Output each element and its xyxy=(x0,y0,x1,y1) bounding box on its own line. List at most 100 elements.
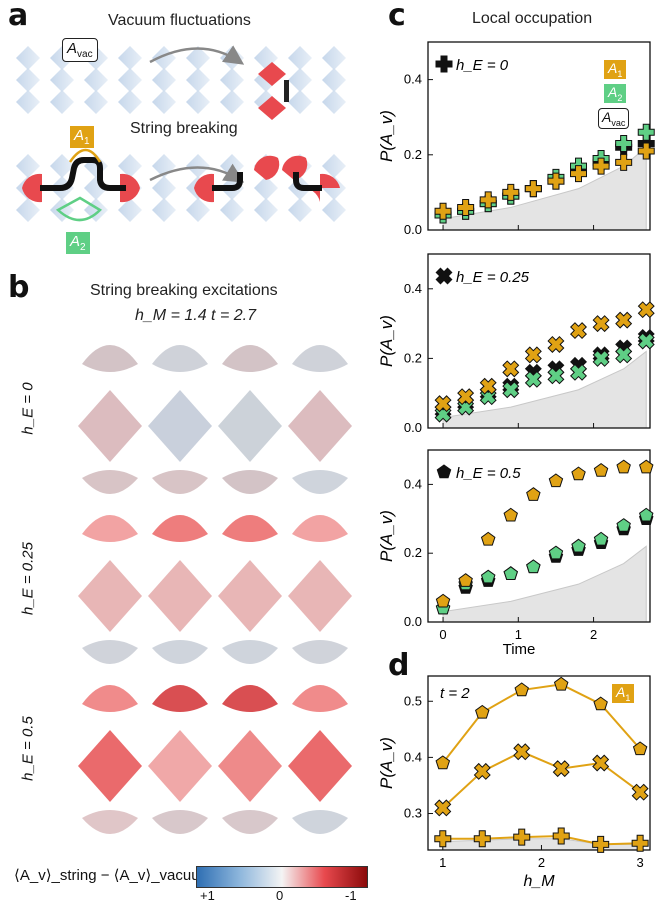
data-point-cross xyxy=(552,760,570,778)
data-point-cross xyxy=(631,783,649,801)
legend-a2: A2 xyxy=(604,84,627,103)
colorbar-tick-minus1: -1 xyxy=(345,888,357,903)
heatmap-tile xyxy=(288,390,352,462)
heatmap-tile xyxy=(152,640,208,664)
data-point-a1 xyxy=(616,459,631,474)
data-point-cross xyxy=(473,762,491,780)
lattice-tile xyxy=(322,68,346,92)
data-point-a2 xyxy=(526,559,541,574)
heatmap-tile xyxy=(82,470,138,494)
heatmap-tile xyxy=(222,345,278,372)
x-tick-label: 1 xyxy=(439,855,446,870)
series-line xyxy=(442,683,641,764)
data-point-a2 xyxy=(547,367,565,385)
data-point-a2 xyxy=(592,349,610,367)
x-axis-label: Time xyxy=(503,641,536,658)
panel-label-a: a xyxy=(8,0,29,33)
y-tick-label: 0.0 xyxy=(404,222,422,237)
data-point-plus xyxy=(552,827,570,845)
data-point-a1 xyxy=(479,191,497,209)
lattice-tile xyxy=(220,198,244,222)
data-point-a2 xyxy=(616,518,631,532)
data-point-a1 xyxy=(435,593,451,608)
data-point-cross xyxy=(592,754,610,772)
lattice-tile xyxy=(288,68,312,92)
data-point-a1 xyxy=(637,301,655,319)
string-endpoint-tile xyxy=(194,173,214,203)
heatmap-tile xyxy=(292,515,348,542)
heatmap-tile xyxy=(218,730,282,802)
heatmap-tile xyxy=(218,390,282,462)
data-point-pentagon xyxy=(475,704,490,719)
panel-annotation: t = 2 xyxy=(440,685,470,702)
y-tick-label: 0.4 xyxy=(404,476,422,491)
data-point-a1 xyxy=(571,466,586,481)
data-point-a1 xyxy=(503,507,518,522)
data-point-a2 xyxy=(548,545,564,560)
plaquette-a1-outline xyxy=(68,148,102,163)
data-point-pentagon xyxy=(514,682,529,697)
vacuum-fluctuation-tile xyxy=(258,96,286,120)
data-point-a1 xyxy=(592,157,610,175)
lattice-tile xyxy=(118,198,142,222)
heatmap-tile xyxy=(292,470,348,494)
lattice-tile xyxy=(16,90,40,114)
data-point-a2 xyxy=(524,370,542,388)
lattice-tile xyxy=(152,198,176,222)
data-point-pentagon xyxy=(632,741,648,756)
data-point-pentagon xyxy=(553,676,569,691)
data-point-plus xyxy=(592,835,610,853)
tag-a-vac: Avac xyxy=(62,38,98,62)
y-tick-label: 0.4 xyxy=(404,281,422,296)
data-point-a1 xyxy=(524,180,542,198)
heatmap-tile xyxy=(292,345,348,372)
lattice-tile xyxy=(118,90,142,114)
data-point-a2 xyxy=(637,332,655,350)
heatmap-tile xyxy=(82,345,138,372)
heatmap-tile xyxy=(78,390,142,462)
lattice-tile xyxy=(322,198,346,222)
panel-a-title-top: Vacuum fluctuations xyxy=(108,12,251,29)
annotation-marker xyxy=(436,464,452,479)
data-point-pentagon xyxy=(593,696,608,711)
plot-frame xyxy=(427,675,651,851)
data-point-a1 xyxy=(615,153,633,171)
x-tick-label: 1 xyxy=(515,627,522,642)
y-tick-label: 0.4 xyxy=(404,72,422,87)
heatmap-tile xyxy=(218,560,282,632)
heatmap-tile xyxy=(222,810,278,834)
heatmap-tile xyxy=(82,640,138,664)
data-point-a2 xyxy=(570,363,587,381)
lattice-tile xyxy=(152,68,176,92)
lattice-tile xyxy=(186,46,210,70)
lattice-tile xyxy=(50,90,74,114)
data-point-a2 xyxy=(637,123,655,141)
colorbar-label: ⟨A_v⟩_string − ⟨A_v⟩_vacuum xyxy=(14,867,213,884)
arrow-icon xyxy=(149,163,245,183)
heatmap-tile xyxy=(152,515,208,542)
heatmap-tile xyxy=(78,730,142,802)
string-endpoint-tile xyxy=(22,173,42,203)
panel-annotation: h_E = 0 xyxy=(456,57,509,74)
lattice-tiles xyxy=(16,46,346,222)
lattice-tile xyxy=(50,68,74,92)
lattice-tile xyxy=(16,46,40,70)
lattice-tile xyxy=(254,198,278,222)
data-point-a1 xyxy=(434,202,452,220)
data-point-a1 xyxy=(570,165,588,183)
data-point-a2 xyxy=(571,538,586,553)
heatmap-tile xyxy=(222,515,278,542)
data-point-plus xyxy=(434,830,452,848)
lattice-tile xyxy=(152,176,176,200)
data-point-cross xyxy=(513,743,531,761)
data-point-a2 xyxy=(615,346,633,364)
subplot-c-top: 0.0 0.2 0.4 P(A_v) h_E = 0 xyxy=(377,41,655,237)
data-point-a2 xyxy=(480,569,496,584)
panel-label-c: c xyxy=(388,0,406,33)
data-point-a1 xyxy=(592,315,610,333)
broken-string-tile xyxy=(254,155,280,180)
data-point-a1 xyxy=(434,395,452,413)
arrow-icon xyxy=(149,45,245,65)
heatmap-tile xyxy=(82,810,138,834)
heatmap-tile xyxy=(222,640,278,664)
